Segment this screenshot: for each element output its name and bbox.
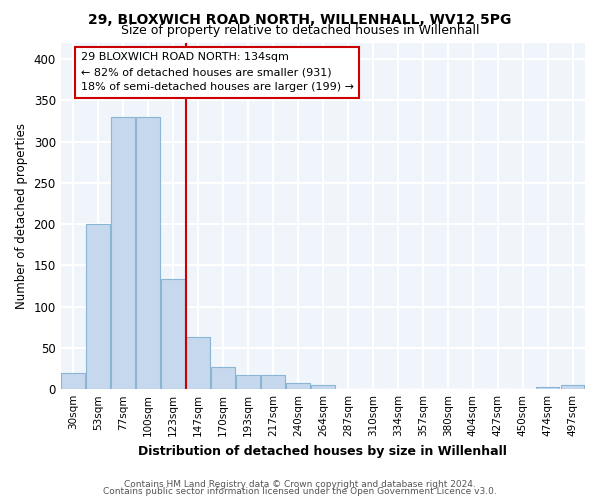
Bar: [161, 280, 185, 389]
Bar: [261, 375, 285, 389]
Bar: [111, 117, 135, 389]
Text: 29, BLOXWICH ROAD NORTH, WILLENHALL, WV12 5PG: 29, BLOXWICH ROAD NORTH, WILLENHALL, WV1…: [88, 12, 512, 26]
Text: Size of property relative to detached houses in Willenhall: Size of property relative to detached ho…: [121, 24, 479, 37]
Bar: [236, 375, 260, 389]
Bar: [560, 385, 584, 389]
Bar: [186, 337, 210, 389]
Bar: [286, 382, 310, 389]
Text: Contains HM Land Registry data © Crown copyright and database right 2024.: Contains HM Land Registry data © Crown c…: [124, 480, 476, 489]
Text: Contains public sector information licensed under the Open Government Licence v3: Contains public sector information licen…: [103, 487, 497, 496]
Bar: [136, 117, 160, 389]
Text: 29 BLOXWICH ROAD NORTH: 134sqm
← 82% of detached houses are smaller (931)
18% of: 29 BLOXWICH ROAD NORTH: 134sqm ← 82% of …: [80, 52, 353, 92]
X-axis label: Distribution of detached houses by size in Willenhall: Distribution of detached houses by size …: [139, 444, 507, 458]
Bar: [61, 372, 85, 389]
Bar: [211, 367, 235, 389]
Y-axis label: Number of detached properties: Number of detached properties: [15, 123, 28, 309]
Bar: [86, 224, 110, 389]
Bar: [536, 386, 559, 389]
Bar: [311, 385, 335, 389]
